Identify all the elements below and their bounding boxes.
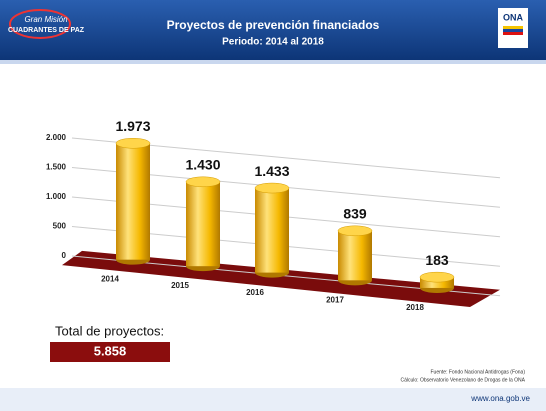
logo-text: CUADRANTES DE PAZ	[8, 27, 85, 34]
value-label: 183	[425, 252, 449, 268]
chart-subtitle: Periodo: 2014 al 2018	[222, 37, 324, 48]
x-tick-label: 2017	[326, 296, 344, 305]
bar	[420, 277, 454, 288]
value-label: 839	[343, 206, 367, 222]
chart-title: Proyectos de prevención financiados	[167, 18, 380, 32]
total-box	[50, 342, 170, 362]
bar	[116, 143, 150, 260]
plot: 0 500 1.000 1.500 2.000 1.973 2014 1.430 2015 1.4…	[46, 118, 501, 312]
y-tick-label: 500	[53, 222, 67, 231]
bar	[338, 230, 372, 281]
y-tick-label: 0	[62, 251, 67, 260]
value-label: 1.430	[185, 157, 220, 173]
bar-top	[337, 225, 373, 237]
bar-top	[419, 271, 455, 283]
total-label: Total de proyectos:	[55, 323, 164, 338]
header-band	[0, 0, 546, 60]
value-label: 1.433	[254, 163, 289, 179]
footer-band	[0, 388, 546, 411]
x-tick-label: 2016	[246, 288, 264, 297]
logo-stripe	[503, 29, 523, 32]
bar-top	[254, 182, 290, 194]
x-tick-label: 2015	[171, 281, 189, 290]
header-rule	[0, 60, 546, 64]
bar-top	[185, 176, 221, 188]
logo-stripe	[503, 26, 523, 29]
x-tick-label: 2014	[101, 275, 119, 284]
source-text: Fuente: Fondo Nacional Antidrogas (Fona)	[431, 369, 526, 375]
logo-text: ONA	[503, 12, 524, 22]
y-tick-label: 2.000	[46, 133, 67, 142]
y-tick-label: 1.000	[46, 192, 67, 201]
source-text: Cálculo: Observatorio Venezolano de Drog…	[400, 377, 525, 383]
x-tick-label: 2018	[406, 303, 424, 312]
logo-text: Gran Misión	[24, 15, 68, 24]
logo-stripe	[503, 32, 523, 35]
y-tick-label: 1.500	[46, 163, 67, 172]
logo-mark	[9, 9, 71, 39]
bar-top	[115, 138, 151, 149]
total-value: 5.858	[94, 343, 127, 358]
footer-url: www.ona.gob.ve	[470, 394, 530, 403]
bar	[255, 188, 289, 273]
value-label: 1.973	[115, 118, 150, 134]
bar	[186, 181, 220, 267]
